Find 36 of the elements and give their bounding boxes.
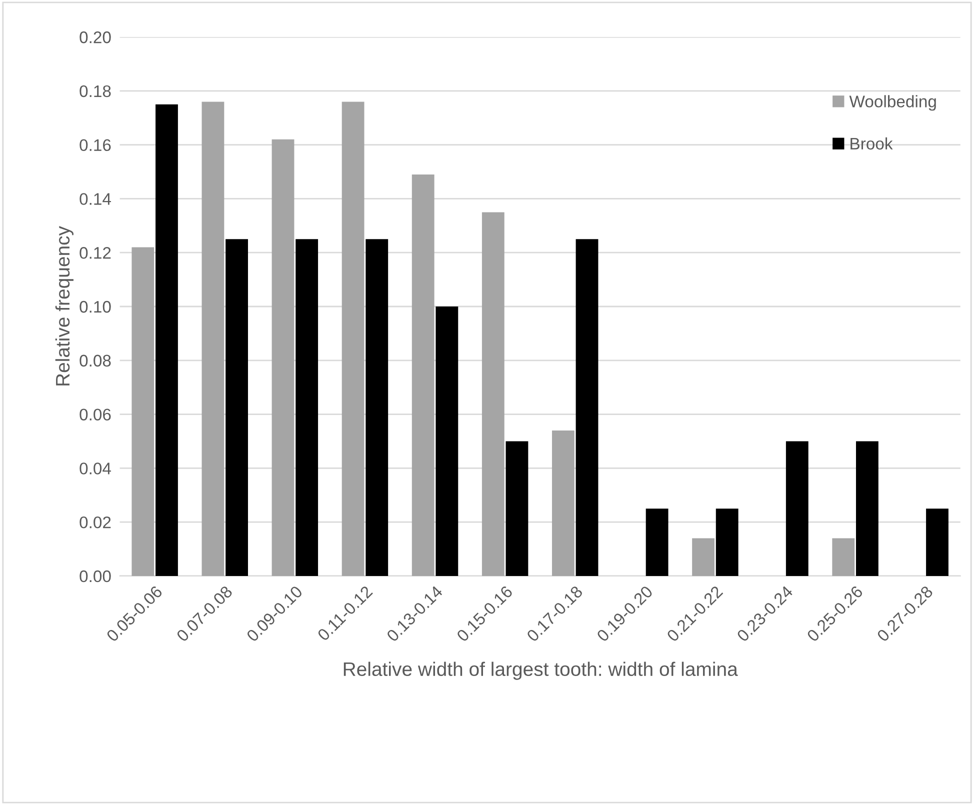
bar <box>856 441 878 576</box>
bar <box>786 441 808 576</box>
bar <box>342 102 364 576</box>
bar <box>576 239 598 576</box>
bar <box>832 538 855 576</box>
legend-label: Brook <box>850 137 893 150</box>
y-tick-label: 0.20 <box>80 31 111 44</box>
y-tick-label: 0.02 <box>80 516 111 528</box>
bar <box>436 306 458 576</box>
legend-label: Woolbeding <box>849 95 936 111</box>
bar <box>646 508 668 576</box>
bar <box>482 212 504 576</box>
y-tick-label: 0.04 <box>80 462 111 474</box>
y-tick-label: 0.08 <box>80 354 111 367</box>
bar <box>552 430 574 576</box>
bar <box>716 508 738 576</box>
bar <box>506 441 528 576</box>
bar <box>692 538 714 576</box>
bar <box>156 104 178 576</box>
y-tick-label: 0.06 <box>80 408 111 420</box>
bar <box>272 139 294 576</box>
x-axis-title: Relative width of largest tooth: width of lamina <box>344 662 738 680</box>
y-tick-label: 0.14 <box>80 193 111 205</box>
y-tick-label: 0.12 <box>80 247 111 259</box>
bar <box>132 247 154 576</box>
bar <box>412 174 434 576</box>
bar <box>366 239 388 576</box>
y-tick-label: 0.18 <box>80 85 111 98</box>
bar <box>226 239 248 576</box>
bar <box>926 508 948 576</box>
y-tick-label: 0.16 <box>80 139 111 152</box>
bar <box>202 102 224 576</box>
y-tick-label: 0.00 <box>80 570 111 582</box>
y-tick-label: 0.10 <box>80 300 111 313</box>
bar <box>296 239 318 576</box>
y-axis-title: Relative frequency <box>55 226 74 386</box>
